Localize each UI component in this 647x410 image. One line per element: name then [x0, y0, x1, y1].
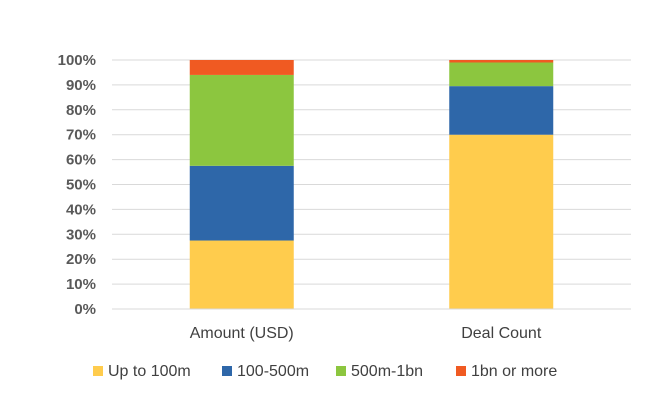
- bar-segment: [449, 134, 554, 309]
- bar-segment: [189, 165, 294, 241]
- y-tick-label: 30%: [66, 226, 96, 243]
- legend-swatch: [222, 366, 232, 376]
- bar-segment: [189, 74, 294, 166]
- legend-label: 500m-1bn: [351, 363, 423, 380]
- y-axis-ticks: 0% 10% 20% 30% 40% 50% 60% 70% 80% 90% 100%: [58, 52, 96, 318]
- bar-segment: [189, 240, 294, 309]
- y-tick-label: 100%: [58, 52, 96, 69]
- legend-label: Up to 100m: [108, 363, 191, 380]
- bars: [189, 60, 554, 309]
- bar-segment: [449, 86, 554, 135]
- y-tick-label: 10%: [66, 276, 96, 293]
- bar-segment: [189, 60, 294, 75]
- legend-swatch: [93, 366, 103, 376]
- x-axis-categories: Amount (USD) Deal Count: [190, 325, 542, 342]
- legend-swatch: [336, 366, 346, 376]
- bar-segment: [449, 62, 554, 87]
- x-category-label: Deal Count: [461, 325, 542, 342]
- legend: Up to 100m 100-500m 500m-1bn 1bn or more: [93, 363, 557, 380]
- legend-label: 100-500m: [237, 363, 309, 380]
- y-tick-label: 20%: [66, 251, 96, 268]
- legend-label: 1bn or more: [471, 363, 557, 380]
- legend-swatch: [456, 366, 466, 376]
- y-tick-label: 70%: [66, 127, 96, 144]
- y-tick-label: 80%: [66, 102, 96, 119]
- y-tick-label: 50%: [66, 177, 96, 194]
- y-tick-label: 0%: [74, 301, 96, 318]
- x-category-label: Amount (USD): [190, 325, 294, 342]
- y-tick-label: 40%: [66, 201, 96, 218]
- y-tick-label: 60%: [66, 152, 96, 169]
- y-tick-label: 90%: [66, 77, 96, 94]
- bar-segment: [449, 60, 554, 63]
